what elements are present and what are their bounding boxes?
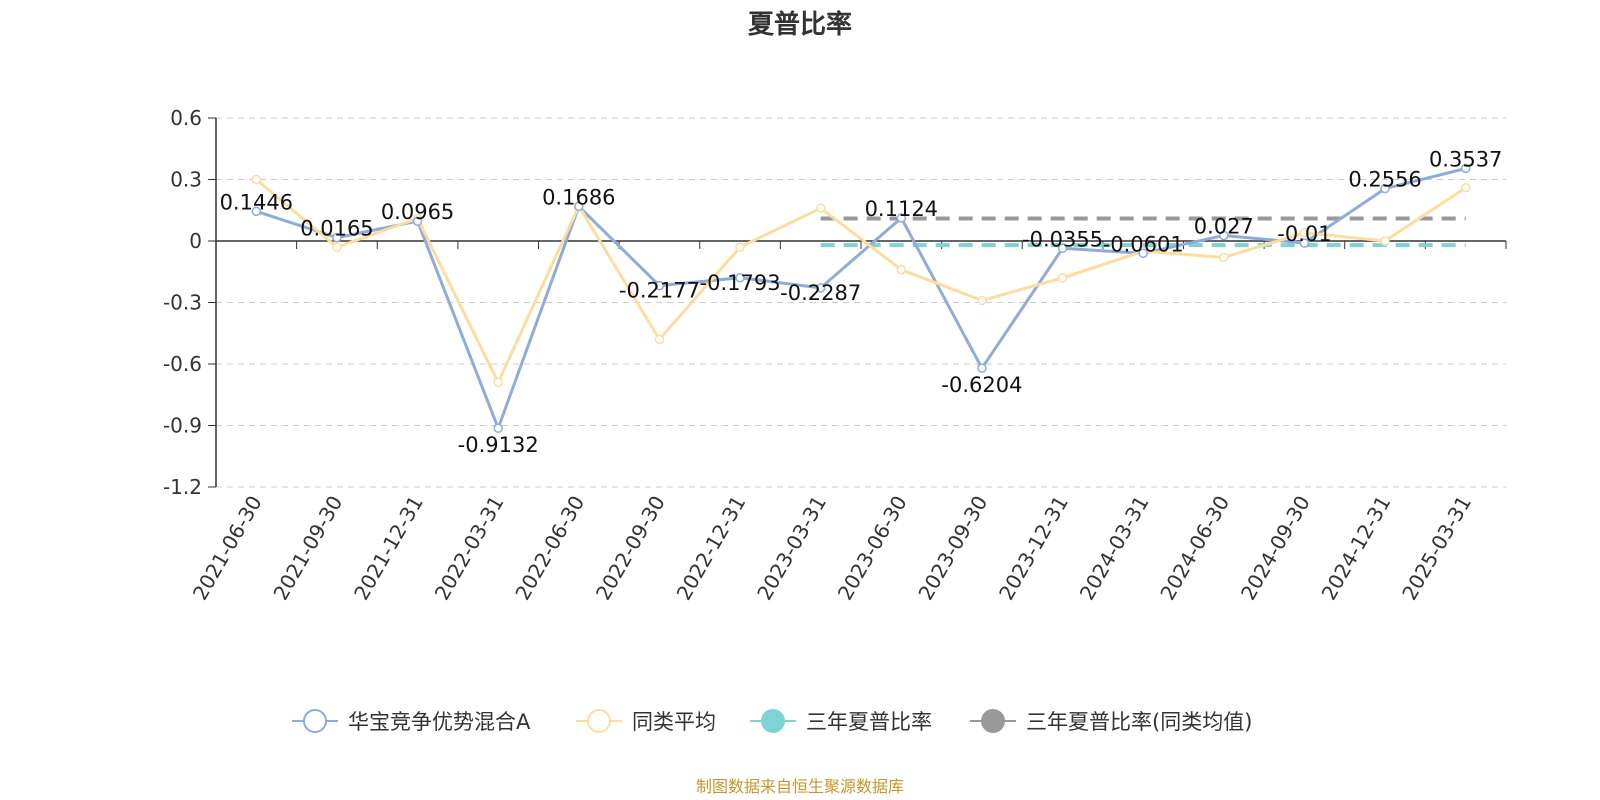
data-label: 0.1124 (865, 197, 938, 221)
data-point-fund (251, 206, 262, 217)
legend-item[interactable]: 三年夏普比率(同类均值) (970, 709, 1252, 734)
y-tick-label: 0 (189, 229, 202, 253)
x-tick-label: 2024-09-30 (1236, 492, 1315, 605)
data-label: -0.0601 (1103, 232, 1184, 256)
x-tick-label: 2022-03-31 (430, 492, 509, 605)
data-point-fund (815, 283, 826, 293)
legend-label: 三年夏普比率(同类均值) (1026, 710, 1252, 734)
data-point-peer-average (815, 203, 826, 213)
data-point-peer-average (977, 295, 987, 306)
data-point-fund (735, 273, 745, 283)
series-line-peer-average (255, 178, 1467, 384)
legend-label: 三年夏普比率 (806, 710, 932, 734)
data-point-fund (896, 213, 907, 223)
data-point-fund (977, 363, 987, 373)
data-label: -0.6204 (941, 373, 1022, 397)
legend-item[interactable]: 同类平均 (576, 709, 716, 734)
data-label: -0.2177 (619, 279, 700, 303)
y-tick-label: -1.2 (163, 475, 202, 499)
data-point-peer-average (1219, 252, 1229, 263)
data-point-fund (574, 201, 584, 212)
data-point-fund (1138, 248, 1148, 259)
x-tick-label: 2024-03-31 (1075, 492, 1154, 605)
data-point-peer-average (1460, 182, 1471, 193)
y-tick-label: 0.6 (170, 106, 202, 130)
data-point-fund (412, 216, 423, 226)
data-point-peer-average (1057, 273, 1068, 283)
reference-lines (820, 216, 1466, 248)
y-tick-label: 0.3 (170, 168, 202, 192)
data-label: -0.01 (1277, 222, 1331, 246)
data-label: 0.1446 (220, 190, 293, 214)
x-tick-label: 2022-09-30 (591, 492, 670, 605)
x-tick-label: 2021-09-30 (268, 492, 347, 605)
x-tick-label: 2025-03-31 (1397, 492, 1476, 605)
x-tick-label: 2022-06-30 (510, 492, 589, 605)
data-point-fund (1219, 230, 1229, 241)
data-label: 0.1686 (542, 185, 615, 209)
x-tick-label: 2021-12-31 (349, 492, 428, 605)
data-point-fund (1299, 238, 1310, 248)
data-point-fund (1380, 183, 1390, 194)
data-point-fund (493, 423, 503, 433)
x-tick-label: 2023-03-31 (752, 492, 831, 605)
legend-marker (587, 709, 611, 733)
legend-marker (981, 709, 1005, 733)
data-label: 0.3537 (1429, 147, 1502, 171)
legend-label: 华宝竞争优势混合A (348, 710, 531, 734)
data-label: -0.2287 (780, 281, 861, 305)
data-point-peer-average (735, 242, 745, 252)
data-label: 0.0165 (300, 217, 373, 241)
data-point-fund (1460, 163, 1471, 174)
data-point-peer-average (896, 264, 907, 275)
data-label: -0.1793 (700, 271, 781, 295)
legend-label: 同类平均 (632, 710, 716, 734)
x-tick-label: 2021-06-30 (188, 492, 267, 605)
data-point-fund (332, 232, 342, 243)
legend-marker (303, 709, 327, 733)
legend-item[interactable]: 华宝竞争优势混合A (292, 709, 531, 734)
data-point-peer-average (1380, 236, 1390, 246)
data-label: 0.2556 (1348, 168, 1421, 192)
x-tick-label: 2024-06-30 (1155, 492, 1234, 605)
x-tick-label: 2022-12-31 (671, 492, 750, 605)
grid (216, 117, 1506, 488)
chart-title: 夏普比率 (748, 9, 852, 40)
series-lines (251, 163, 1471, 433)
data-point-peer-average (654, 334, 665, 345)
data-point-peer-average (493, 377, 503, 388)
y-tick-label: -0.9 (163, 414, 202, 438)
x-tick-label: 2023-09-30 (913, 492, 992, 605)
y-tick-label: -0.3 (163, 291, 202, 315)
y-tick-label: -0.6 (163, 352, 202, 376)
x-tick-label: 2023-06-30 (833, 492, 912, 605)
series-line-fund (255, 167, 1467, 430)
legend-item[interactable]: 三年夏普比率 (750, 709, 932, 734)
data-label: 0.0965 (381, 200, 454, 224)
data-point-peer-average (251, 174, 262, 185)
data-label: -0.9132 (458, 433, 539, 457)
legend[interactable]: 华宝竞争优势混合A 同类平均 三年夏普比率 三年夏普比率(同类均值) (292, 709, 1252, 734)
data-label: 0.027 (1194, 214, 1254, 238)
data-point-fund (654, 280, 665, 291)
x-tick-label: 2023-12-31 (994, 492, 1073, 605)
source-note: 制图数据来自恒生聚源数据库 (696, 777, 904, 796)
data-label: -0.0355 (1022, 227, 1103, 251)
data-point-peer-average (332, 242, 342, 252)
x-tick-label: 2024-12-31 (1316, 492, 1395, 605)
data-point-fund (1057, 243, 1068, 254)
data-point-peer-average (1299, 228, 1310, 238)
legend-marker (761, 709, 785, 733)
